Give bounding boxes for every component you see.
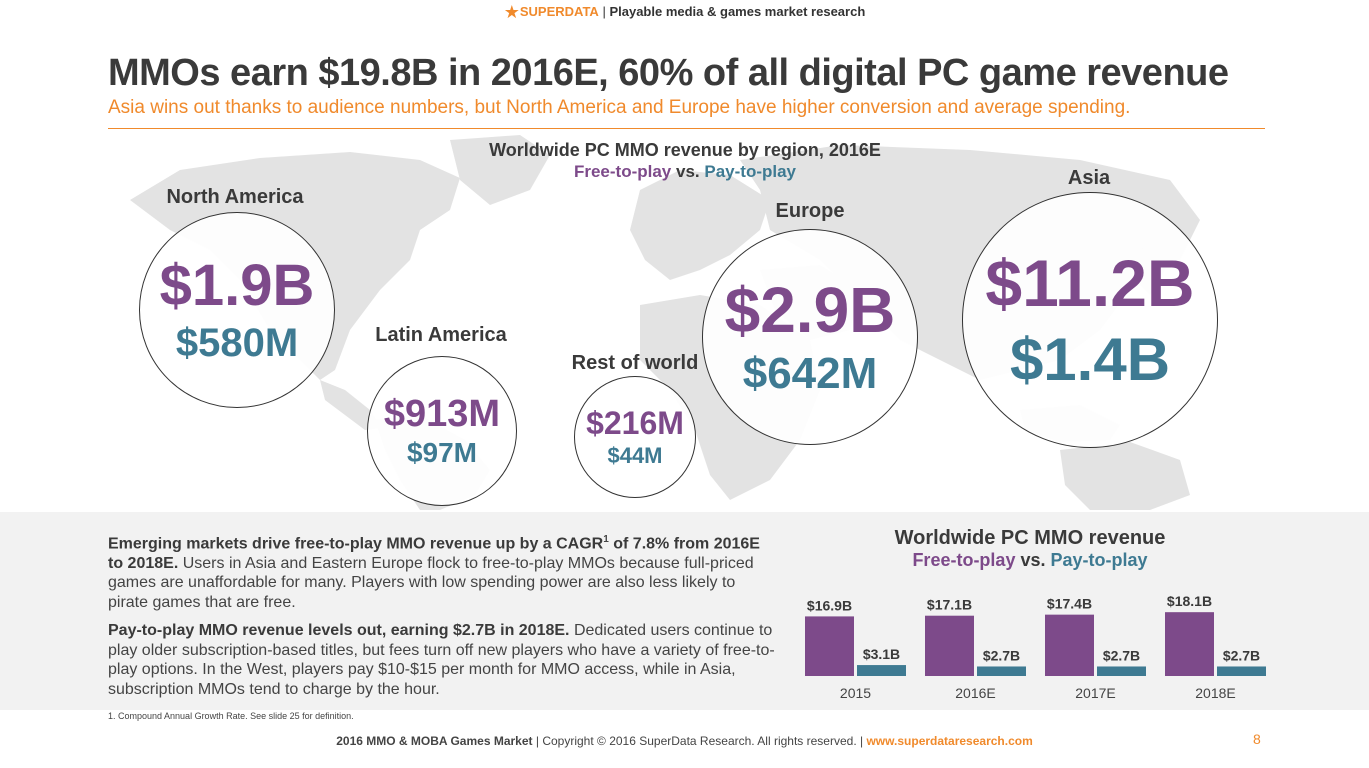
brand-logo: SUPERDATA	[519, 4, 599, 19]
region-label-asia: Asia	[1067, 167, 1111, 189]
page-footer: 2016 MMO & MOBA Games Market | Copyright…	[0, 734, 1369, 748]
brand-header: ★SUPERDATA | Playable media & games mark…	[0, 2, 1369, 23]
footer-separator-1: |	[532, 734, 543, 748]
bar-legend-vs: vs.	[1020, 550, 1046, 570]
bar-chart: $16.9B $3.1B 2015 $17.1B $2.7B 2016E $17.4B $2.…	[805, 593, 1266, 701]
x-tick-label-2016e: 2016E	[955, 685, 995, 701]
region-bubble-north-america: $1.9B $580M	[139, 212, 335, 408]
paragraph-1-headline: Emerging markets drive free-to-play MMO …	[108, 535, 604, 553]
bar-label-f2p-2018e: $18.1B	[1167, 593, 1212, 609]
bar-f2p-2016e	[925, 615, 974, 676]
region-label-rest-of-world: Rest of world	[571, 352, 699, 374]
paragraph-1-headline-end: of 7.8% from 2016E to 2018E.	[108, 535, 760, 572]
cagr-footnote-marker: 1	[603, 534, 609, 545]
bar-p2p-2015	[857, 665, 906, 676]
bar-f2p-2017e	[1045, 614, 1094, 676]
page-title: MMOs earn $19.8B in 2016E, 60% of all di…	[108, 52, 1229, 94]
bar-p2p-2016e	[977, 666, 1026, 676]
region-label-north-america: North America	[166, 186, 304, 208]
bar-chart-legend: Free-to-play vs. Pay-to-play	[880, 550, 1180, 571]
footer-report-title: 2016 MMO & MOBA Games Market	[336, 734, 533, 748]
rest-of-world-p2p-value: $44M	[607, 443, 663, 468]
page-number: 8	[1253, 731, 1261, 747]
x-tick-label-2017e: 2017E	[1075, 685, 1115, 701]
paragraph-2-body: Dedicated users continue to play older s…	[108, 622, 775, 698]
region-bubble-latin-america: $913M $97M	[367, 356, 517, 506]
footnote: 1. Compound Annual Growth Rate. See slid…	[108, 711, 354, 721]
bar-f2p-2018e	[1165, 612, 1214, 676]
north-america-f2p-value: $1.9B	[159, 253, 315, 318]
legend-p2p: Pay-to-play	[704, 162, 797, 181]
x-tick-label-2015: 2015	[840, 685, 871, 701]
map-chart-legend: Free-to-play vs. Pay-to-play	[380, 162, 990, 182]
bottom-panel	[0, 512, 1369, 710]
europe-f2p-value: $2.9B	[724, 274, 896, 346]
bar-label-p2p-2017e: $2.7B	[1103, 647, 1140, 663]
bar-p2p-2018e	[1217, 666, 1266, 676]
region-bubble-europe: $2.9B $642M	[702, 229, 918, 445]
footer-website-link[interactable]: www.superdataresearch.com	[866, 734, 1033, 748]
asia-f2p-value: $11.2B	[985, 246, 1195, 320]
region-bubble-rest-of-world: $216M $44M	[574, 376, 696, 498]
asia-p2p-value: $1.4B	[1009, 326, 1171, 393]
bar-legend-p2p: Pay-to-play	[1050, 550, 1148, 570]
bar-label-p2p-2015: $3.1B	[863, 646, 900, 662]
paragraph-emerging-markets: Emerging markets drive free-to-play MMO …	[108, 530, 778, 612]
bar-legend-f2p: Free-to-play	[912, 550, 1016, 570]
rest-of-world-f2p-value: $216M	[586, 405, 684, 441]
map-chart-title: Worldwide PC MMO revenue by region, 2016…	[489, 140, 881, 160]
star-logo-icon: ★	[503, 2, 520, 22]
brand-tagline: Playable media & games market research	[609, 4, 866, 19]
footer-separator-2: |	[856, 734, 867, 748]
region-bubble-asia: $11.2B $1.4B	[962, 192, 1218, 448]
title-divider	[108, 128, 1265, 129]
legend-f2p: Free-to-play	[573, 162, 672, 181]
region-label-europe: Europe	[775, 200, 845, 222]
bar-label-f2p-2017e: $17.4B	[1047, 596, 1092, 612]
paragraph-1-body: Users in Asia and Eastern Europe flock t…	[108, 554, 754, 611]
page-subtitle: Asia wins out thanks to audience numbers…	[108, 97, 1131, 118]
bar-chart-title: Worldwide PC MMO revenue	[894, 527, 1166, 549]
bar-p2p-2017e	[1097, 666, 1146, 676]
region-label-latin-america: Latin America	[375, 324, 507, 346]
bar-f2p-2015	[805, 616, 854, 676]
latin-america-p2p-value: $97M	[406, 437, 478, 468]
footer-copyright: Copyright © 2016 SuperData Research. All…	[542, 734, 857, 748]
header-separator: |	[602, 4, 610, 19]
x-tick-label-2018e: 2018E	[1195, 685, 1235, 701]
north-america-p2p-value: $580M	[175, 321, 299, 365]
latin-america-f2p-value: $913M	[383, 393, 501, 435]
legend-vs: vs.	[676, 162, 700, 181]
europe-p2p-value: $642M	[742, 349, 878, 398]
paragraph-pay-to-play: Pay-to-play MMO revenue levels out, earn…	[108, 621, 778, 699]
bar-label-f2p-2016e: $17.1B	[927, 597, 972, 613]
bar-label-p2p-2018e: $2.7B	[1223, 647, 1260, 663]
bar-label-p2p-2016e: $2.7B	[983, 647, 1020, 663]
paragraph-2-headline: Pay-to-play MMO revenue levels out, earn…	[108, 622, 570, 639]
bar-label-f2p-2015: $16.9B	[807, 597, 852, 613]
